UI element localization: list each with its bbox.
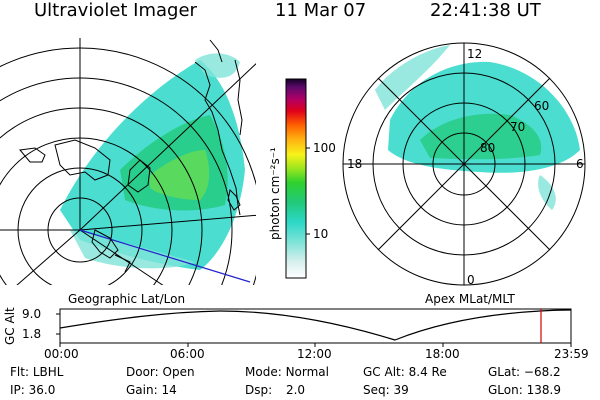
- polar-aurora-emission: [375, 45, 580, 210]
- colorbar: 100 10 photon cm⁻²s⁻¹: [268, 78, 336, 279]
- info-door: Door: Open: [126, 365, 195, 379]
- info-seq: Seq: 39: [363, 383, 409, 397]
- info-dsp: Dsp: 2.0: [245, 383, 306, 397]
- mlt-label-6: 6: [576, 157, 584, 171]
- timeline-x-tick-0600: 06:00: [170, 347, 205, 361]
- magnetic-polar-panel: 12 18 6 0 60 70 80: [342, 42, 586, 287]
- timeline-frame: [59, 308, 572, 344]
- instrument-title: Ultraviolet Imager: [34, 0, 197, 21]
- timeline-x-tick-0000: 00:00: [44, 347, 79, 361]
- terminator-line: [79, 229, 251, 283]
- mlat-label-80: 80: [480, 141, 495, 155]
- info-gain: Gain: 14: [126, 383, 177, 397]
- timeline-y-tick-9: 9.0: [22, 307, 41, 321]
- mlt-label-18: 18: [347, 157, 362, 171]
- info-glat: GLat: −68.2: [488, 365, 561, 379]
- info-glon: GLon: 138.9: [488, 383, 561, 397]
- colorbar-tick-10: 10: [313, 227, 328, 241]
- info-mode: Mode: Normal: [245, 365, 329, 379]
- mlt-lines: [343, 43, 585, 285]
- info-flt: Flt: LBHL: [10, 365, 64, 379]
- timeline-y-tick-1-8: 1.8: [22, 327, 41, 341]
- colorbar-gradient: [285, 78, 307, 279]
- aurora-emission: [60, 53, 245, 270]
- mlat-label-70: 70: [510, 120, 525, 134]
- geographic-panel-label: Geographic Lat/Lon: [68, 292, 185, 306]
- magnetic-panel-label: Apex MLat/MLT: [425, 292, 515, 306]
- colorbar-unit-label: photon cm⁻²s⁻¹: [268, 147, 282, 240]
- timeline-x-tick-1200: 12:00: [297, 347, 332, 361]
- header: Ultraviolet Imager 11 Mar 07 22:41:38 UT: [0, 0, 600, 26]
- timeline-axis-label: GC Alt: [3, 307, 17, 345]
- time-label: 22:41:38 UT: [430, 0, 541, 21]
- mlat-label-60: 60: [534, 99, 549, 113]
- mlt-label-12: 12: [467, 47, 482, 61]
- altitude-curve: [59, 309, 572, 341]
- altitude-timeline: 9.0 1.8 GC Alt 00:00 06:00 12:00 18:00 2…: [3, 307, 589, 361]
- timeline-x-tick-1800: 18:00: [425, 347, 460, 361]
- date-label: 11 Mar 07: [275, 0, 367, 21]
- coastlines: [19, 39, 243, 273]
- info-ip: IP: 36.0: [10, 383, 56, 397]
- timeline-x-tick-2359: 23:59: [554, 347, 589, 361]
- colorbar-tick-100: 100: [313, 141, 336, 155]
- geographic-map-panel: [0, 38, 256, 285]
- info-gc-alt: GC Alt: 8.4 Re: [363, 365, 447, 379]
- mlt-label-0: 0: [467, 273, 475, 287]
